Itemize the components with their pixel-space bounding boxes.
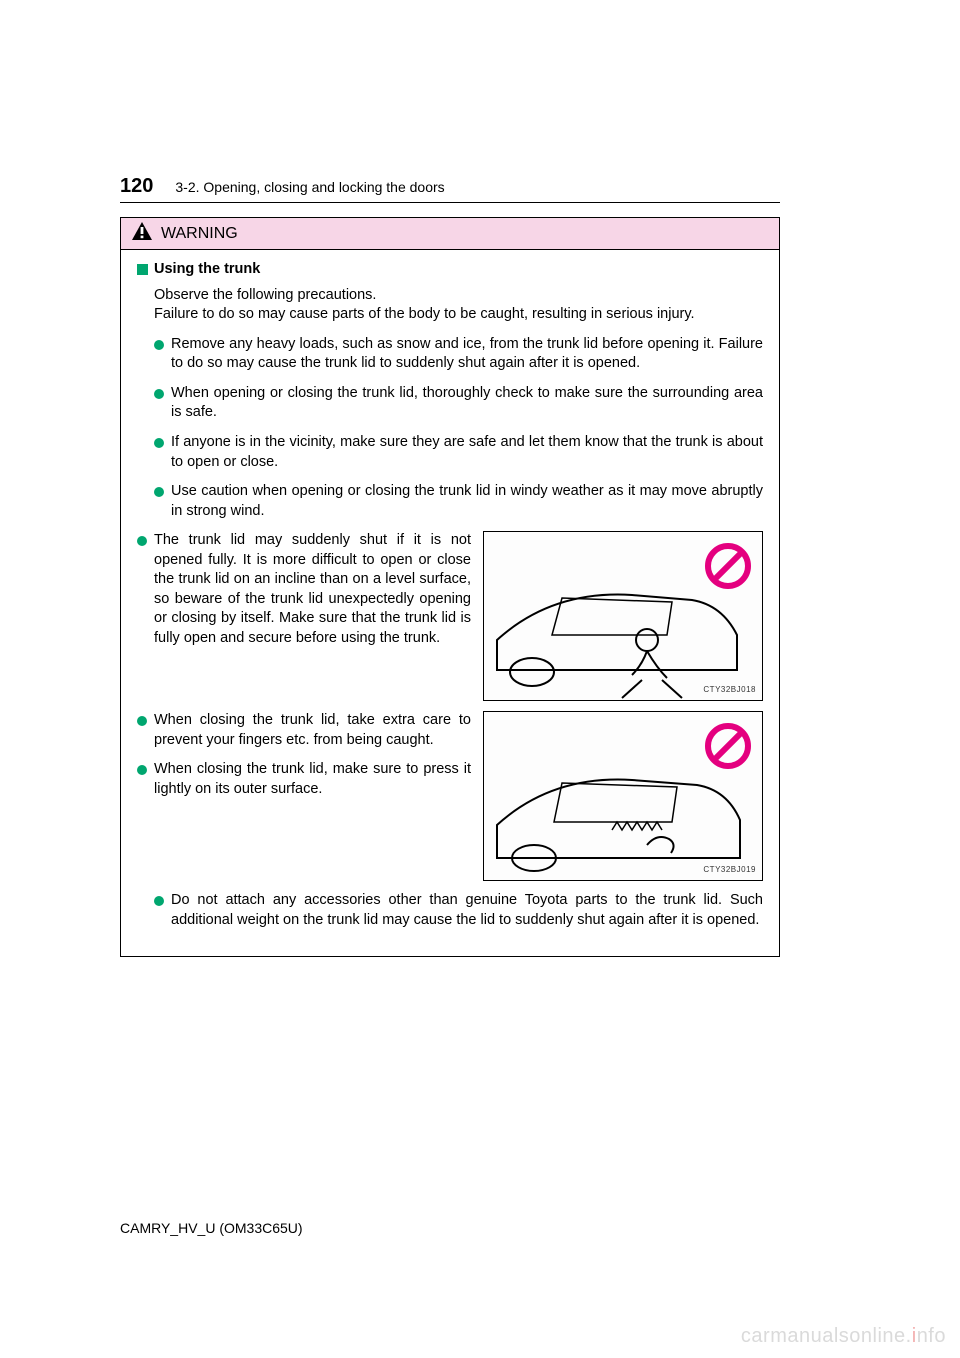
bullet-item: Use caution when opening or closing the … [154, 482, 763, 521]
bullet-text: Do not attach any accessories other than… [171, 891, 763, 930]
round-bullet-icon [137, 716, 147, 726]
warning-body: Using the trunk Observe the following pr… [121, 250, 779, 956]
bullet-text: Use caution when opening or closing the … [171, 482, 763, 521]
watermark-suffix: nfo [917, 1325, 946, 1347]
watermark-prefix: carmanualsonline. [741, 1325, 912, 1347]
figure-row-2: When closing the trunk lid, take extra c… [137, 711, 763, 881]
round-bullet-icon [137, 536, 147, 546]
round-bullet-icon [154, 389, 164, 399]
figure-2: CTY32BJ019 [483, 711, 763, 881]
bullet-item: When closing the trunk lid, take extra c… [137, 711, 471, 750]
page-number: 120 [120, 175, 153, 198]
warning-icon [129, 221, 155, 246]
page-header: 120 3-2. Opening, closing and locking th… [120, 175, 780, 203]
bullet-text: If anyone is in the vicinity, make sure … [171, 433, 763, 472]
square-bullet-icon [137, 264, 148, 275]
figure-row-1: The trunk lid may suddenly shut if it is… [137, 531, 763, 701]
figure-column: CTY32BJ019 [483, 711, 763, 881]
bullet-text: When closing the trunk lid, take extra c… [154, 711, 471, 750]
bullet-item: The trunk lid may suddenly shut if it is… [137, 531, 471, 648]
bullet-text: When opening or closing the trunk lid, t… [171, 384, 763, 423]
watermark: carmanualsonline.info [741, 1325, 946, 1348]
figure-caption: CTY32BJ019 [703, 865, 756, 876]
bullet-item: When opening or closing the trunk lid, t… [154, 384, 763, 423]
bullet-item: Remove any heavy loads, such as snow and… [154, 335, 763, 374]
round-bullet-icon [137, 765, 147, 775]
prohibit-icon [704, 542, 752, 597]
prohibit-icon [704, 722, 752, 777]
warning-header: WARNING [121, 218, 779, 250]
figure-caption: CTY32BJ018 [703, 685, 756, 696]
bullet-text: When closing the trunk lid, make sure to… [154, 760, 471, 799]
bullet-text: Remove any heavy loads, such as snow and… [171, 335, 763, 374]
page-content: 120 3-2. Opening, closing and locking th… [120, 175, 780, 957]
warning-subheading: Using the trunk [154, 260, 260, 280]
bullet-item: When closing the trunk lid, make sure to… [137, 760, 471, 799]
intro-line: Failure to do so may cause parts of the … [154, 305, 763, 325]
bullet-item: If anyone is in the vicinity, make sure … [154, 433, 763, 472]
warning-subheading-row: Using the trunk [137, 260, 763, 280]
figure-1: CTY32BJ018 [483, 531, 763, 701]
figure-row-text: The trunk lid may suddenly shut if it is… [137, 531, 471, 701]
bullet-item: Do not attach any accessories other than… [154, 891, 763, 930]
warning-box: WARNING Using the trunk Observe the foll… [120, 217, 780, 957]
section-title: 3-2. Opening, closing and locking the do… [175, 179, 444, 195]
round-bullet-icon [154, 340, 164, 350]
bullet-text: The trunk lid may suddenly shut if it is… [154, 531, 471, 648]
round-bullet-icon [154, 896, 164, 906]
figure-row-text: When closing the trunk lid, take extra c… [137, 711, 471, 881]
intro-line: Observe the following precautions. [154, 286, 763, 306]
round-bullet-icon [154, 438, 164, 448]
figure-column: CTY32BJ018 [483, 531, 763, 701]
footer-code: CAMRY_HV_U (OM33C65U) [120, 1220, 303, 1236]
warning-intro: Observe the following precautions. Failu… [154, 286, 763, 325]
warning-label: WARNING [161, 225, 238, 243]
round-bullet-icon [154, 487, 164, 497]
